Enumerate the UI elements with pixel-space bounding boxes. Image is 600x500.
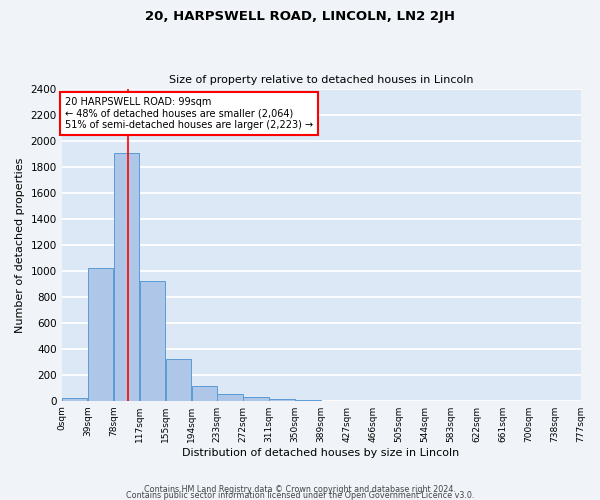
Text: Contains HM Land Registry data © Crown copyright and database right 2024.: Contains HM Land Registry data © Crown c… xyxy=(144,484,456,494)
Bar xyxy=(191,386,217,400)
Bar xyxy=(114,152,139,400)
Bar xyxy=(62,398,88,400)
Bar xyxy=(140,281,165,400)
Text: 20, HARPSWELL ROAD, LINCOLN, LN2 2JH: 20, HARPSWELL ROAD, LINCOLN, LN2 2JH xyxy=(145,10,455,23)
Title: Size of property relative to detached houses in Lincoln: Size of property relative to detached ho… xyxy=(169,76,473,86)
Text: Contains public sector information licensed under the Open Government Licence v3: Contains public sector information licen… xyxy=(126,490,474,500)
Y-axis label: Number of detached properties: Number of detached properties xyxy=(15,157,25,332)
Bar xyxy=(217,394,243,400)
Bar xyxy=(166,358,191,401)
Bar xyxy=(269,399,295,400)
Bar xyxy=(88,268,113,400)
X-axis label: Distribution of detached houses by size in Lincoln: Distribution of detached houses by size … xyxy=(182,448,460,458)
Bar xyxy=(244,398,269,400)
Text: 20 HARPSWELL ROAD: 99sqm
← 48% of detached houses are smaller (2,064)
51% of sem: 20 HARPSWELL ROAD: 99sqm ← 48% of detach… xyxy=(65,97,313,130)
